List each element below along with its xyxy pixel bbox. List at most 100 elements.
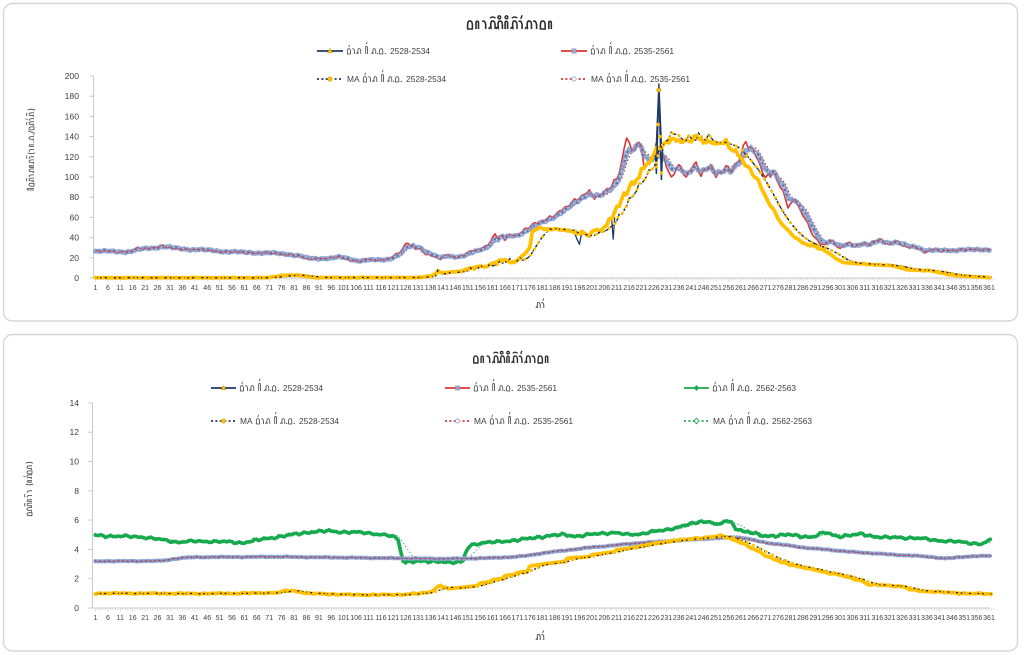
svg-text:46: 46 <box>203 615 211 622</box>
svg-text:211: 211 <box>611 615 622 622</box>
svg-text:2535-2561: 2535-2561 <box>533 416 573 426</box>
svg-text:81: 81 <box>290 615 298 622</box>
svg-text:176: 176 <box>524 285 536 292</box>
svg-text:71: 71 <box>265 285 273 292</box>
svg-text:126: 126 <box>400 285 412 292</box>
svg-text:161: 161 <box>487 285 499 292</box>
svg-text:201: 201 <box>586 615 598 622</box>
svg-text:141: 141 <box>437 285 449 292</box>
svg-text:361: 361 <box>983 615 995 622</box>
svg-text:286: 286 <box>797 285 809 292</box>
svg-text:0: 0 <box>74 273 79 283</box>
svg-text:181: 181 <box>536 285 548 292</box>
svg-text:226: 226 <box>648 285 660 292</box>
svg-text:341: 341 <box>933 285 945 292</box>
svg-text:271: 271 <box>760 615 772 622</box>
svg-text:6: 6 <box>74 515 79 525</box>
svg-text:86: 86 <box>303 285 311 292</box>
svg-text:4: 4 <box>74 544 79 554</box>
svg-text:16: 16 <box>129 615 137 622</box>
svg-text:2535-2561: 2535-2561 <box>650 74 690 84</box>
svg-text:14: 14 <box>69 398 79 408</box>
svg-text:100: 100 <box>65 172 80 182</box>
svg-text:261: 261 <box>735 285 747 292</box>
svg-text:181: 181 <box>536 615 548 622</box>
svg-text:331: 331 <box>909 285 921 292</box>
svg-text:86: 86 <box>303 615 311 622</box>
svg-text:191: 191 <box>561 285 573 292</box>
svg-text:111: 111 <box>363 615 374 622</box>
svg-text:151: 151 <box>462 615 474 622</box>
svg-text:136: 136 <box>425 285 437 292</box>
svg-text:2562-2563: 2562-2563 <box>756 383 796 393</box>
svg-text:176: 176 <box>524 615 536 622</box>
svg-text:281: 281 <box>785 615 797 622</box>
svg-text:116: 116 <box>375 615 386 622</box>
svg-text:201: 201 <box>586 285 598 292</box>
svg-text:MA: MA <box>591 74 604 84</box>
svg-text:296: 296 <box>822 285 834 292</box>
svg-text:301: 301 <box>834 285 846 292</box>
svg-text:316: 316 <box>871 615 883 622</box>
svg-text:16: 16 <box>129 285 137 292</box>
svg-text:206: 206 <box>598 285 610 292</box>
svg-text:331: 331 <box>909 615 921 622</box>
svg-text:311: 311 <box>859 615 870 622</box>
svg-text:161: 161 <box>487 615 499 622</box>
svg-text:61: 61 <box>241 285 249 292</box>
svg-text:MA: MA <box>713 416 726 426</box>
svg-text:111: 111 <box>363 285 374 292</box>
svg-text:1: 1 <box>94 285 98 292</box>
svg-text:156: 156 <box>474 285 486 292</box>
svg-text:256: 256 <box>723 615 735 622</box>
svg-text:36: 36 <box>179 285 187 292</box>
svg-text:186: 186 <box>549 285 561 292</box>
svg-text:140: 140 <box>65 132 80 142</box>
svg-text:221: 221 <box>636 285 648 292</box>
svg-text:60: 60 <box>69 212 79 222</box>
svg-text:141: 141 <box>437 615 449 622</box>
svg-text:231: 231 <box>660 285 672 292</box>
svg-text:41: 41 <box>191 285 199 292</box>
svg-text:180: 180 <box>65 91 80 101</box>
svg-text:126: 126 <box>400 615 412 622</box>
svg-text:121: 121 <box>387 285 399 292</box>
svg-text:51: 51 <box>216 285 224 292</box>
svg-text:206: 206 <box>598 615 610 622</box>
svg-text:11: 11 <box>117 285 124 292</box>
svg-text:2528-2534: 2528-2534 <box>406 74 446 84</box>
svg-text:336: 336 <box>921 285 933 292</box>
svg-text:21: 21 <box>141 615 149 622</box>
svg-text:81: 81 <box>290 285 298 292</box>
svg-text:76: 76 <box>278 285 286 292</box>
svg-text:291: 291 <box>809 615 821 622</box>
svg-text:296: 296 <box>822 615 834 622</box>
svg-text:326: 326 <box>896 285 908 292</box>
svg-text:116: 116 <box>375 285 386 292</box>
svg-text:316: 316 <box>871 285 883 292</box>
svg-text:306: 306 <box>847 615 859 622</box>
svg-text:51: 51 <box>216 615 224 622</box>
svg-text:216: 216 <box>623 285 635 292</box>
svg-text:256: 256 <box>723 285 735 292</box>
svg-text:106: 106 <box>350 285 362 292</box>
svg-text:341: 341 <box>933 615 945 622</box>
svg-text:66: 66 <box>253 285 261 292</box>
svg-text:31: 31 <box>166 285 174 292</box>
svg-text:306: 306 <box>847 285 859 292</box>
svg-text:136: 136 <box>425 615 437 622</box>
svg-text:131: 131 <box>412 615 424 622</box>
svg-text:236: 236 <box>673 615 685 622</box>
svg-text:266: 266 <box>747 285 759 292</box>
svg-text:346: 346 <box>946 615 958 622</box>
svg-text:286: 286 <box>797 615 809 622</box>
svg-text:311: 311 <box>859 285 870 292</box>
svg-text:56: 56 <box>228 615 236 622</box>
svg-text:351: 351 <box>958 615 970 622</box>
svg-text:231: 231 <box>660 615 672 622</box>
svg-text:41: 41 <box>191 615 199 622</box>
svg-text:336: 336 <box>921 615 933 622</box>
svg-text:291: 291 <box>809 285 821 292</box>
svg-text:246: 246 <box>698 615 710 622</box>
svg-text:26: 26 <box>154 615 162 622</box>
